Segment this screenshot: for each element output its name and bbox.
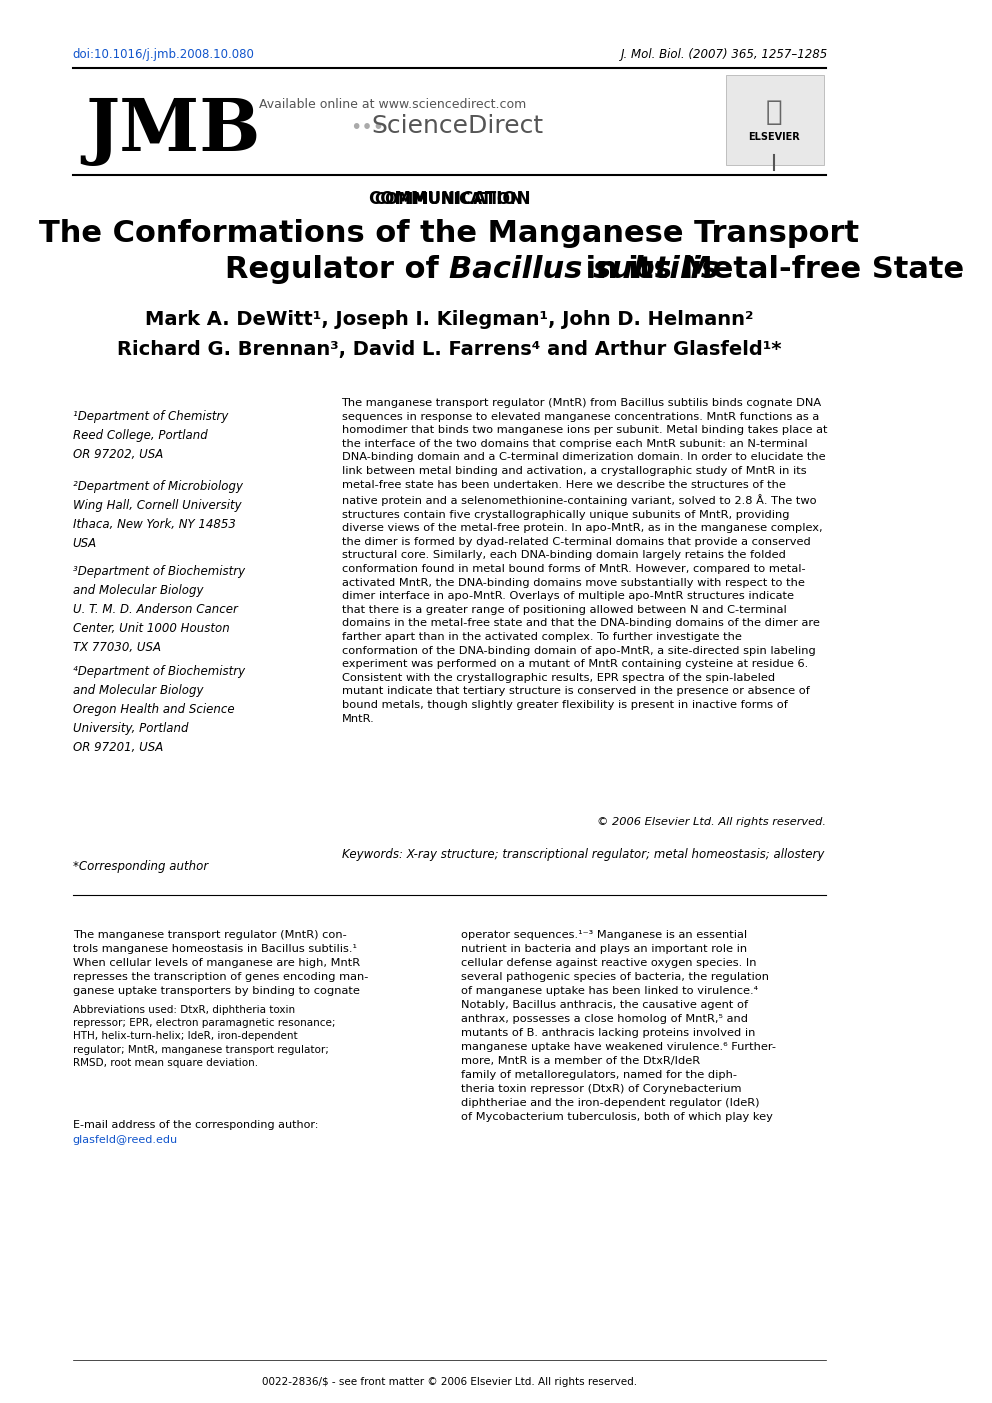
Text: ²Department of Microbiology
Wing Hall, Cornell University
Ithaca, New York, NY 1: ²Department of Microbiology Wing Hall, C… [72,480,243,550]
Text: ScienceDirect: ScienceDirect [371,114,544,137]
Text: Regulator of: Regulator of [225,255,449,283]
Text: •••: ••• [350,118,384,137]
Text: ³Department of Biochemistry
and Molecular Biology
U. T. M. D. Anderson Cancer
Ce: ³Department of Biochemistry and Molecula… [72,565,245,654]
Text: ¹Department of Chemistry
Reed College, Portland
OR 97202, USA: ¹Department of Chemistry Reed College, P… [72,410,228,462]
Text: The manganese transport regulator (MntR) con-
trols manganese homeostasis in Bac: The manganese transport regulator (MntR)… [72,930,368,996]
Text: E-mail address of the corresponding author:: E-mail address of the corresponding auth… [72,1120,318,1129]
Text: J. Mol. Biol. (2007) 365, 1257–1285: J. Mol. Biol. (2007) 365, 1257–1285 [621,48,828,60]
Text: ELSEVIER: ELSEVIER [749,132,801,142]
Text: COMMUNICATION: COMMUNICATION [375,192,524,208]
Text: The manganese transport regulator (MntR) from Bacillus subtilis binds cognate DN: The manganese transport regulator (MntR)… [341,398,827,724]
Text: Available online at www.sciencedirect.com: Available online at www.sciencedirect.co… [259,98,527,111]
Text: 0022-2836/$ - see front matter © 2006 Elsevier Ltd. All rights reserved.: 0022-2836/$ - see front matter © 2006 El… [262,1376,637,1388]
Text: 🌳: 🌳 [766,98,783,126]
Text: ⁴Department of Biochemistry
and Molecular Biology
Oregon Health and Science
Univ: ⁴Department of Biochemistry and Molecula… [72,665,245,753]
FancyBboxPatch shape [726,74,824,166]
Text: in its Metal-free State: in its Metal-free State [575,255,964,283]
Text: operator sequences.¹⁻³ Manganese is an essential
nutrient in bacteria and plays : operator sequences.¹⁻³ Manganese is an e… [461,930,776,1122]
Text: Keywords: X-ray structure; transcriptional regulator; metal homeostasis; alloste: Keywords: X-ray structure; transcription… [341,847,824,861]
Text: doi:10.1016/j.jmb.2008.10.080: doi:10.1016/j.jmb.2008.10.080 [72,48,255,60]
Text: Richard G. Brennan³, David L. Farrens⁴ and Arthur Glasfeld¹*: Richard G. Brennan³, David L. Farrens⁴ a… [117,340,782,359]
Text: Abbreviations used: DtxR, diphtheria toxin
repressor; EPR, electron paramagnetic: Abbreviations used: DtxR, diphtheria tox… [72,1005,335,1068]
Text: © 2006 Elsevier Ltd. All rights reserved.: © 2006 Elsevier Ltd. All rights reserved… [596,817,825,826]
Text: glasfeld@reed.edu: glasfeld@reed.edu [72,1135,178,1145]
Text: *Corresponding author: *Corresponding author [72,860,208,873]
Text: COMMUNICATION: COMMUNICATION [368,189,531,208]
Text: Mark A. DeWitt¹, Joseph I. Kilegman¹, John D. Helmann²: Mark A. DeWitt¹, Joseph I. Kilegman¹, Jo… [145,310,753,328]
Text: Bacillus subtilis: Bacillus subtilis [449,255,719,283]
Text: JMB: JMB [85,94,261,166]
Text: The Conformations of the Manganese Transport: The Conformations of the Manganese Trans… [39,219,859,248]
